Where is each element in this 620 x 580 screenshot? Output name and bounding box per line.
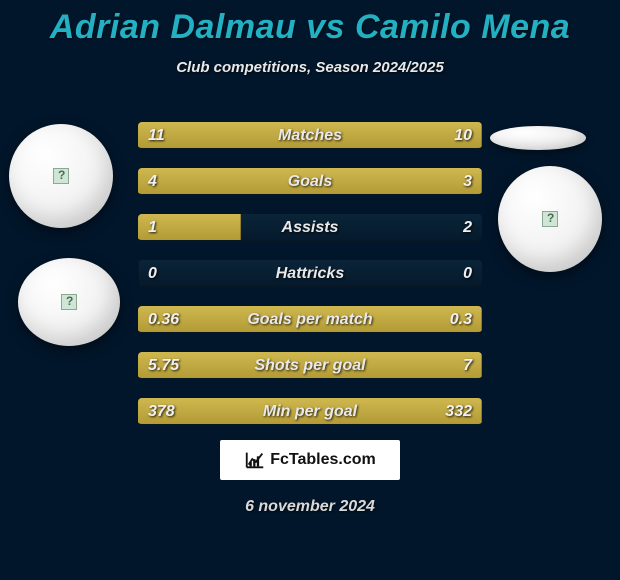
stat-right-value: 0.3 xyxy=(450,306,472,332)
stat-label: Shots per goal xyxy=(138,352,482,378)
stat-right-value: 10 xyxy=(454,122,472,148)
page-title: Adrian Dalmau vs Camilo Mena xyxy=(0,0,620,47)
stat-right-value: 0 xyxy=(463,260,472,286)
stat-row: 1Assists2 xyxy=(138,214,482,242)
stats-comparison-chart: 11Matches10 4Goals3 1Assists2 0Hattricks0 0.… xyxy=(138,122,482,444)
stat-row: 11Matches10 xyxy=(138,122,482,150)
stat-label: Min per goal xyxy=(138,398,482,424)
stat-row: 0.36Goals per match0.3 xyxy=(138,306,482,334)
stat-right-value: 2 xyxy=(463,214,472,240)
brand-text: FcTables.com xyxy=(270,451,376,469)
brand-badge: FcTables.com xyxy=(220,440,400,480)
stat-right-value: 3 xyxy=(463,168,472,194)
stat-label: Hattricks xyxy=(138,260,482,286)
brand-chart-icon xyxy=(244,449,266,471)
page-subtitle: Club competitions, Season 2024/2025 xyxy=(0,59,620,76)
stat-row: 4Goals3 xyxy=(138,168,482,196)
stat-row: 0Hattricks0 xyxy=(138,260,482,288)
stat-label: Matches xyxy=(138,122,482,148)
stat-label: Goals per match xyxy=(138,306,482,332)
stat-label: Goals xyxy=(138,168,482,194)
placeholder-icon xyxy=(542,211,558,227)
stat-label: Assists xyxy=(138,214,482,240)
stat-right-value: 7 xyxy=(463,352,472,378)
stat-right-value: 332 xyxy=(445,398,472,424)
date-label: 6 november 2024 xyxy=(0,498,620,516)
stat-row: 378Min per goal332 xyxy=(138,398,482,426)
decorative-disc xyxy=(490,126,586,150)
placeholder-icon xyxy=(53,168,69,184)
decorative-ball xyxy=(498,166,602,272)
placeholder-icon xyxy=(61,294,77,310)
decorative-ball xyxy=(9,124,113,228)
stat-row: 5.75Shots per goal7 xyxy=(138,352,482,380)
decorative-ball xyxy=(18,258,120,346)
